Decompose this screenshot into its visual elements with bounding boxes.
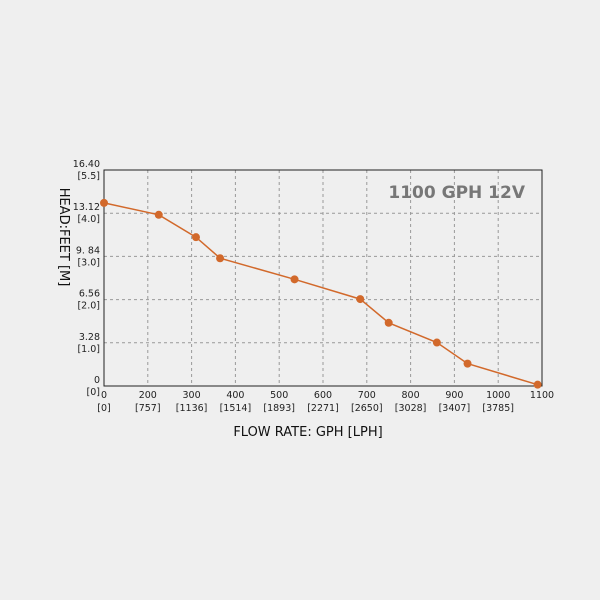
y-tick-label: 13.12: [73, 202, 100, 213]
y-tick-sublabel: [3.0]: [77, 257, 100, 268]
y-tick-label: 3.28: [79, 332, 100, 343]
y-tick-sublabel: [2.0]: [77, 301, 100, 312]
x-tick-label: 700: [358, 390, 376, 401]
data-point: [191, 233, 200, 242]
tick-labels: 0[0]200[757]300[1136]400[1514]500[1893]6…: [73, 159, 554, 414]
y-tick-label: 9. 84: [76, 245, 100, 256]
x-tick-label: 500: [270, 390, 288, 401]
y-tick-label: 0: [94, 375, 100, 386]
data-point: [384, 318, 393, 327]
x-tick-sublabel: [0]: [97, 403, 110, 414]
series-line: [103, 202, 538, 386]
x-tick-sublabel: [1514]: [220, 403, 252, 414]
data-point: [154, 210, 163, 219]
x-tick-label: 1100: [530, 390, 554, 401]
data-point: [216, 254, 225, 263]
y-tick-sublabel: [1.0]: [77, 344, 100, 355]
data-point: [100, 198, 108, 207]
data-point: [290, 275, 299, 284]
data-point: [432, 338, 441, 347]
x-tick-sublabel: [1893]: [263, 403, 295, 414]
chart-title: 1100 GPH 12V: [388, 183, 525, 203]
x-tick-sublabel: [3407]: [439, 403, 471, 414]
data-point: [463, 359, 472, 368]
x-tick-sublabel: [3028]: [395, 403, 427, 414]
grid: [104, 170, 542, 386]
x-tick-sublabel: [2650]: [351, 403, 383, 414]
data-point: [533, 380, 542, 389]
y-tick-label: 16.40: [73, 159, 100, 170]
x-tick-label: 0: [101, 390, 107, 401]
x-tick-label: 1000: [486, 390, 510, 401]
x-axis-title: FLOW RATE: GPH [LPH]: [233, 425, 382, 440]
x-tick-label: 600: [314, 390, 332, 401]
x-tick-label: 200: [139, 390, 157, 401]
x-tick-sublabel: [3785]: [482, 403, 514, 414]
x-tick-sublabel: [1136]: [176, 403, 208, 414]
y-tick-sublabel: [0]: [87, 387, 100, 398]
y-tick-label: 6.56: [79, 289, 100, 300]
x-tick-label: 900: [445, 390, 463, 401]
x-tick-sublabel: [2271]: [307, 403, 339, 414]
y-tick-sublabel: [5.5]: [77, 171, 100, 182]
x-tick-label: 400: [226, 390, 244, 401]
x-tick-label: 300: [183, 390, 201, 401]
plot-frame: [103, 169, 543, 387]
y-axis-title: HEAD:FEET [M]: [56, 188, 71, 287]
data-point: [356, 295, 365, 304]
x-tick-sublabel: [757]: [135, 403, 161, 414]
x-tick-label: 800: [402, 390, 420, 401]
y-tick-sublabel: [4.0]: [77, 214, 100, 225]
series: [100, 198, 542, 389]
